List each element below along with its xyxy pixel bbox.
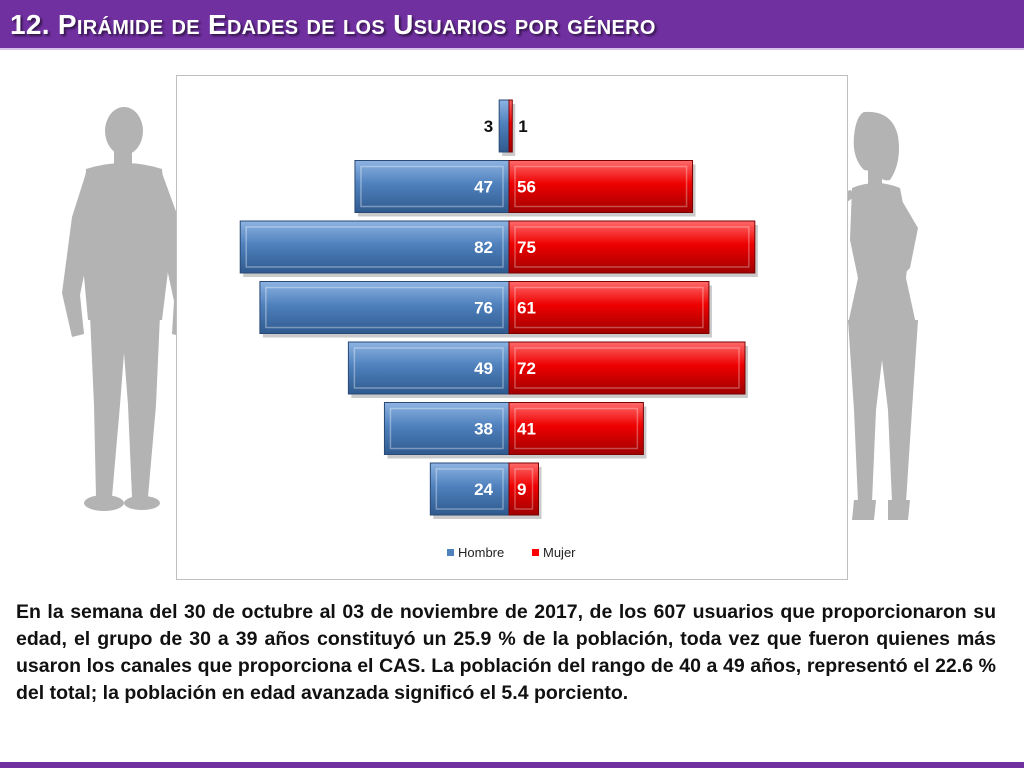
data-label-hombre-3: 82 <box>474 238 493 257</box>
bar-bevel-mujer-3 <box>514 226 750 268</box>
data-label-hombre-1: 3 <box>484 117 493 136</box>
bar-hombre-5 <box>347 341 510 395</box>
bar-mujer-6 <box>508 402 644 455</box>
data-label-mujer-4: 61 <box>517 299 536 318</box>
woman-silhouette <box>760 110 970 530</box>
bar-mujer-5 <box>508 341 746 395</box>
data-label-hombre-4: 76 <box>474 299 493 318</box>
description-text: En la semana del 30 de octubre al 03 de … <box>16 601 996 704</box>
bottom-accent-line <box>0 762 1024 768</box>
data-label-hombre-5: 49 <box>474 359 493 378</box>
bar-bevel-hombre-7 <box>435 468 504 510</box>
pyramid-svg: 3 1 47 56 82 75 76 61 49 72 38 41 24 9 Hombre Mujer <box>239 99 758 560</box>
bar-mujer-7 <box>508 462 539 516</box>
legend-label-mujer: Mujer <box>543 545 576 560</box>
bar-hombre-1 <box>498 99 510 153</box>
title-bar: 12. Pirámide de Edades de los Usuarios p… <box>0 0 1024 50</box>
data-label-mujer-6: 41 <box>517 420 536 439</box>
data-label-mujer-5: 72 <box>517 359 536 378</box>
bar-hombre-6 <box>383 402 510 455</box>
bar-hombre-2 <box>354 160 510 213</box>
bar-bevel-mujer-7 <box>514 468 534 510</box>
chart-legend: Hombre Mujer <box>447 545 576 560</box>
bar-mujer-3 <box>508 220 756 274</box>
bar-bevel-hombre-4 <box>265 286 504 329</box>
legend-swatch-mujer <box>532 549 539 556</box>
bar-mujer-2 <box>508 160 694 213</box>
legend-swatch-hombre <box>447 549 454 556</box>
data-label-mujer-3: 75 <box>517 238 536 257</box>
bar-bevel-mujer-6 <box>514 407 639 450</box>
bar-bevel-hombre-5 <box>353 347 504 389</box>
bar-bevel-hombre-3 <box>245 226 504 268</box>
bar-hombre-3 <box>239 220 510 274</box>
bar-bevel-hombre-2 <box>360 165 504 208</box>
bar-hombre-7 <box>429 462 510 516</box>
bar-bevel-hombre-6 <box>389 407 504 450</box>
page-title: 12. Pirámide de Edades de los Usuarios p… <box>10 9 656 40</box>
data-label-mujer-7: 9 <box>517 480 526 499</box>
bar-bevel-mujer-2 <box>514 165 688 208</box>
bar-bevel-mujer-4 <box>514 286 704 329</box>
data-label-hombre-7: 24 <box>474 480 493 499</box>
bar-mujer-1 <box>508 99 513 153</box>
bar-bevel-mujer-5 <box>514 347 740 389</box>
data-label-hombre-6: 38 <box>474 420 493 439</box>
bar-mujer-4 <box>508 281 710 334</box>
data-label-hombre-2: 47 <box>474 178 493 197</box>
population-pyramid-chart: 3 1 47 56 82 75 76 61 49 72 38 41 24 9 Hombre Mujer <box>176 75 848 580</box>
data-label-mujer-2: 56 <box>517 178 536 197</box>
bar-hombre-4 <box>259 281 510 334</box>
data-label-mujer-1: 1 <box>518 117 527 136</box>
man-silhouette <box>58 105 198 515</box>
legend-label-hombre: Hombre <box>458 545 504 560</box>
bar-shadow-mujer-1 <box>512 104 516 156</box>
